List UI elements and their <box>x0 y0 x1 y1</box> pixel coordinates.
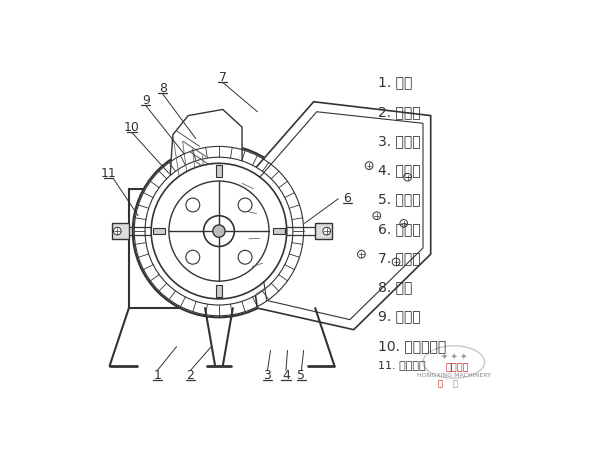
Circle shape <box>151 163 287 299</box>
Text: 4: 4 <box>282 369 290 382</box>
Circle shape <box>358 250 365 258</box>
Circle shape <box>133 145 305 317</box>
Text: 6. 支撟环: 6. 支撟环 <box>379 222 421 236</box>
Bar <box>315 223 332 239</box>
Polygon shape <box>273 228 285 234</box>
Circle shape <box>392 258 400 266</box>
Text: 11. 连接机构: 11. 连接机构 <box>379 360 426 370</box>
Bar <box>129 189 315 308</box>
Text: 1: 1 <box>154 369 161 382</box>
Text: ✦ ✦ ✦: ✦ ✦ ✦ <box>440 351 467 360</box>
Text: 9. 反击板: 9. 反击板 <box>379 310 421 324</box>
Text: 红: 红 <box>437 379 442 388</box>
Polygon shape <box>242 102 431 330</box>
Text: 7: 7 <box>219 71 227 84</box>
Bar <box>112 223 129 239</box>
Polygon shape <box>216 165 222 177</box>
Circle shape <box>238 198 252 212</box>
Text: 星: 星 <box>453 379 458 388</box>
Circle shape <box>373 212 380 220</box>
Text: 2. 转子盘: 2. 转子盘 <box>379 105 421 119</box>
Text: HONGXING MACHINERY: HONGXING MACHINERY <box>417 374 491 378</box>
Text: 3: 3 <box>263 369 271 382</box>
Polygon shape <box>169 109 242 216</box>
Circle shape <box>186 198 200 212</box>
Polygon shape <box>153 228 165 234</box>
Text: 5: 5 <box>298 369 305 382</box>
Circle shape <box>113 227 121 235</box>
Text: 3. 出料口: 3. 出料口 <box>379 134 421 148</box>
Circle shape <box>404 173 412 181</box>
Text: 7. 进料咍: 7. 进料咍 <box>379 251 421 265</box>
Circle shape <box>186 250 200 264</box>
Circle shape <box>203 216 235 247</box>
Text: 5. 支撟杆: 5. 支撟杆 <box>379 193 421 207</box>
Circle shape <box>323 227 331 235</box>
Text: 红星机器: 红星机器 <box>446 362 469 372</box>
Circle shape <box>169 181 269 281</box>
Circle shape <box>400 220 407 227</box>
Circle shape <box>145 157 293 305</box>
Ellipse shape <box>423 346 485 378</box>
Polygon shape <box>216 285 222 297</box>
Text: 9: 9 <box>142 94 150 107</box>
Text: 10: 10 <box>124 121 140 134</box>
Text: 4. 中心轴: 4. 中心轴 <box>379 163 421 177</box>
Circle shape <box>238 250 252 264</box>
Text: 2: 2 <box>187 369 194 382</box>
Text: 10. 弧形内衬板: 10. 弧形内衬板 <box>379 339 446 353</box>
Text: 6: 6 <box>344 192 352 205</box>
Text: 11: 11 <box>101 167 117 180</box>
Circle shape <box>365 162 373 170</box>
Text: 1. 筛板: 1. 筛板 <box>379 76 413 90</box>
Text: 8. 锤头: 8. 锤头 <box>379 280 413 294</box>
Text: 8: 8 <box>159 82 167 95</box>
Circle shape <box>213 225 225 237</box>
